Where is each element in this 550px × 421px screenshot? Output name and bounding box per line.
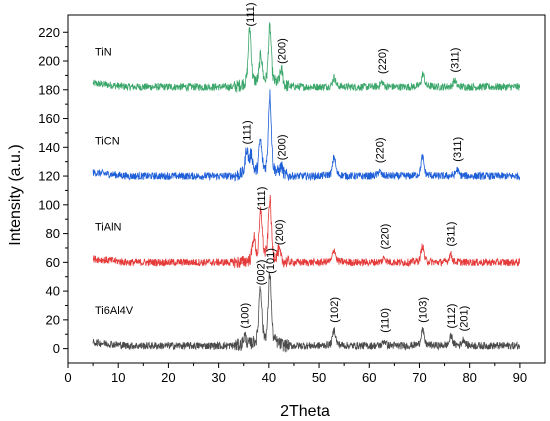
series-label-tin: TiN <box>95 46 112 58</box>
y-tick-label: 20 <box>46 312 60 327</box>
y-tick-label: 60 <box>46 255 60 270</box>
x-tick-label: 90 <box>513 370 527 385</box>
series-line-ticn <box>92 89 521 182</box>
y-tick-label: 140 <box>38 140 60 155</box>
y-tick-label: 120 <box>38 169 60 184</box>
series-labels: TiN TiCN TiAlN Ti6Al4V <box>95 46 134 317</box>
peak-label: (103) <box>418 297 430 323</box>
peak-label: (220) <box>377 48 389 74</box>
y-tick-label: 100 <box>38 197 60 212</box>
peak-labels: (111) (200) (220) (311) (111) (200) (220) (311)… <box>240 2 471 332</box>
y-tick-label: 80 <box>46 226 60 241</box>
peak-label: (220) <box>379 224 391 250</box>
peak-label: (100) <box>240 303 252 329</box>
x-tick-label: 80 <box>462 370 476 385</box>
x-tick-label: 0 <box>64 370 71 385</box>
peak-label: (111) <box>245 2 257 26</box>
y-tick-label: 180 <box>38 82 60 97</box>
series-label-tialn: TiAlN <box>95 222 122 234</box>
peak-label: (200) <box>276 135 288 161</box>
y-tick-label: 220 <box>38 25 60 40</box>
peak-label: (311) <box>450 48 462 73</box>
series-label-ti6al4v: Ti6Al4V <box>95 305 134 317</box>
peak-label: (112) <box>446 304 458 329</box>
series-label-ticn: TiCN <box>95 135 120 147</box>
x-tick-label: 60 <box>362 370 376 385</box>
series-line-tin <box>92 21 521 93</box>
y-tick-label: 200 <box>38 54 60 69</box>
plot-border <box>67 14 546 364</box>
x-tick-label: 40 <box>262 370 276 385</box>
y-axis-title: Intensity (a.u.) <box>7 144 24 245</box>
x-tick-label: 70 <box>412 370 426 385</box>
peak-label: (311) <box>452 137 464 162</box>
x-tick-label: 10 <box>111 370 125 385</box>
y-tick-label: 40 <box>46 284 60 299</box>
x-tick-label: 50 <box>312 370 326 385</box>
peak-label: (111) <box>242 120 254 144</box>
x-axis: 0 10 20 30 40 50 60 70 80 90 <box>64 363 527 385</box>
peak-label: (002) <box>255 260 267 286</box>
series-line-ti6al4v <box>92 272 521 353</box>
plot-frame <box>67 14 546 364</box>
peak-label: (201) <box>459 306 471 332</box>
y-axis: 0 20 40 60 80 100 120 140 160 180 200 220 <box>38 25 68 356</box>
peak-label: (101) <box>265 248 277 274</box>
series-traces <box>92 21 521 353</box>
x-axis-title: 2Theta <box>280 403 330 420</box>
peak-label: (111) <box>256 187 268 211</box>
peak-label: (102) <box>329 297 341 323</box>
series-line-tialn <box>92 194 521 269</box>
y-tick-label: 0 <box>53 341 60 356</box>
peak-label: (220) <box>374 137 386 163</box>
peak-label: (200) <box>274 219 286 245</box>
y-tick-label: 160 <box>38 111 60 126</box>
x-tick-label: 20 <box>161 370 175 385</box>
peak-label: (311) <box>446 222 458 247</box>
x-tick-label: 30 <box>211 370 225 385</box>
peak-label: (200) <box>276 38 288 64</box>
peak-label: (110) <box>379 308 391 333</box>
